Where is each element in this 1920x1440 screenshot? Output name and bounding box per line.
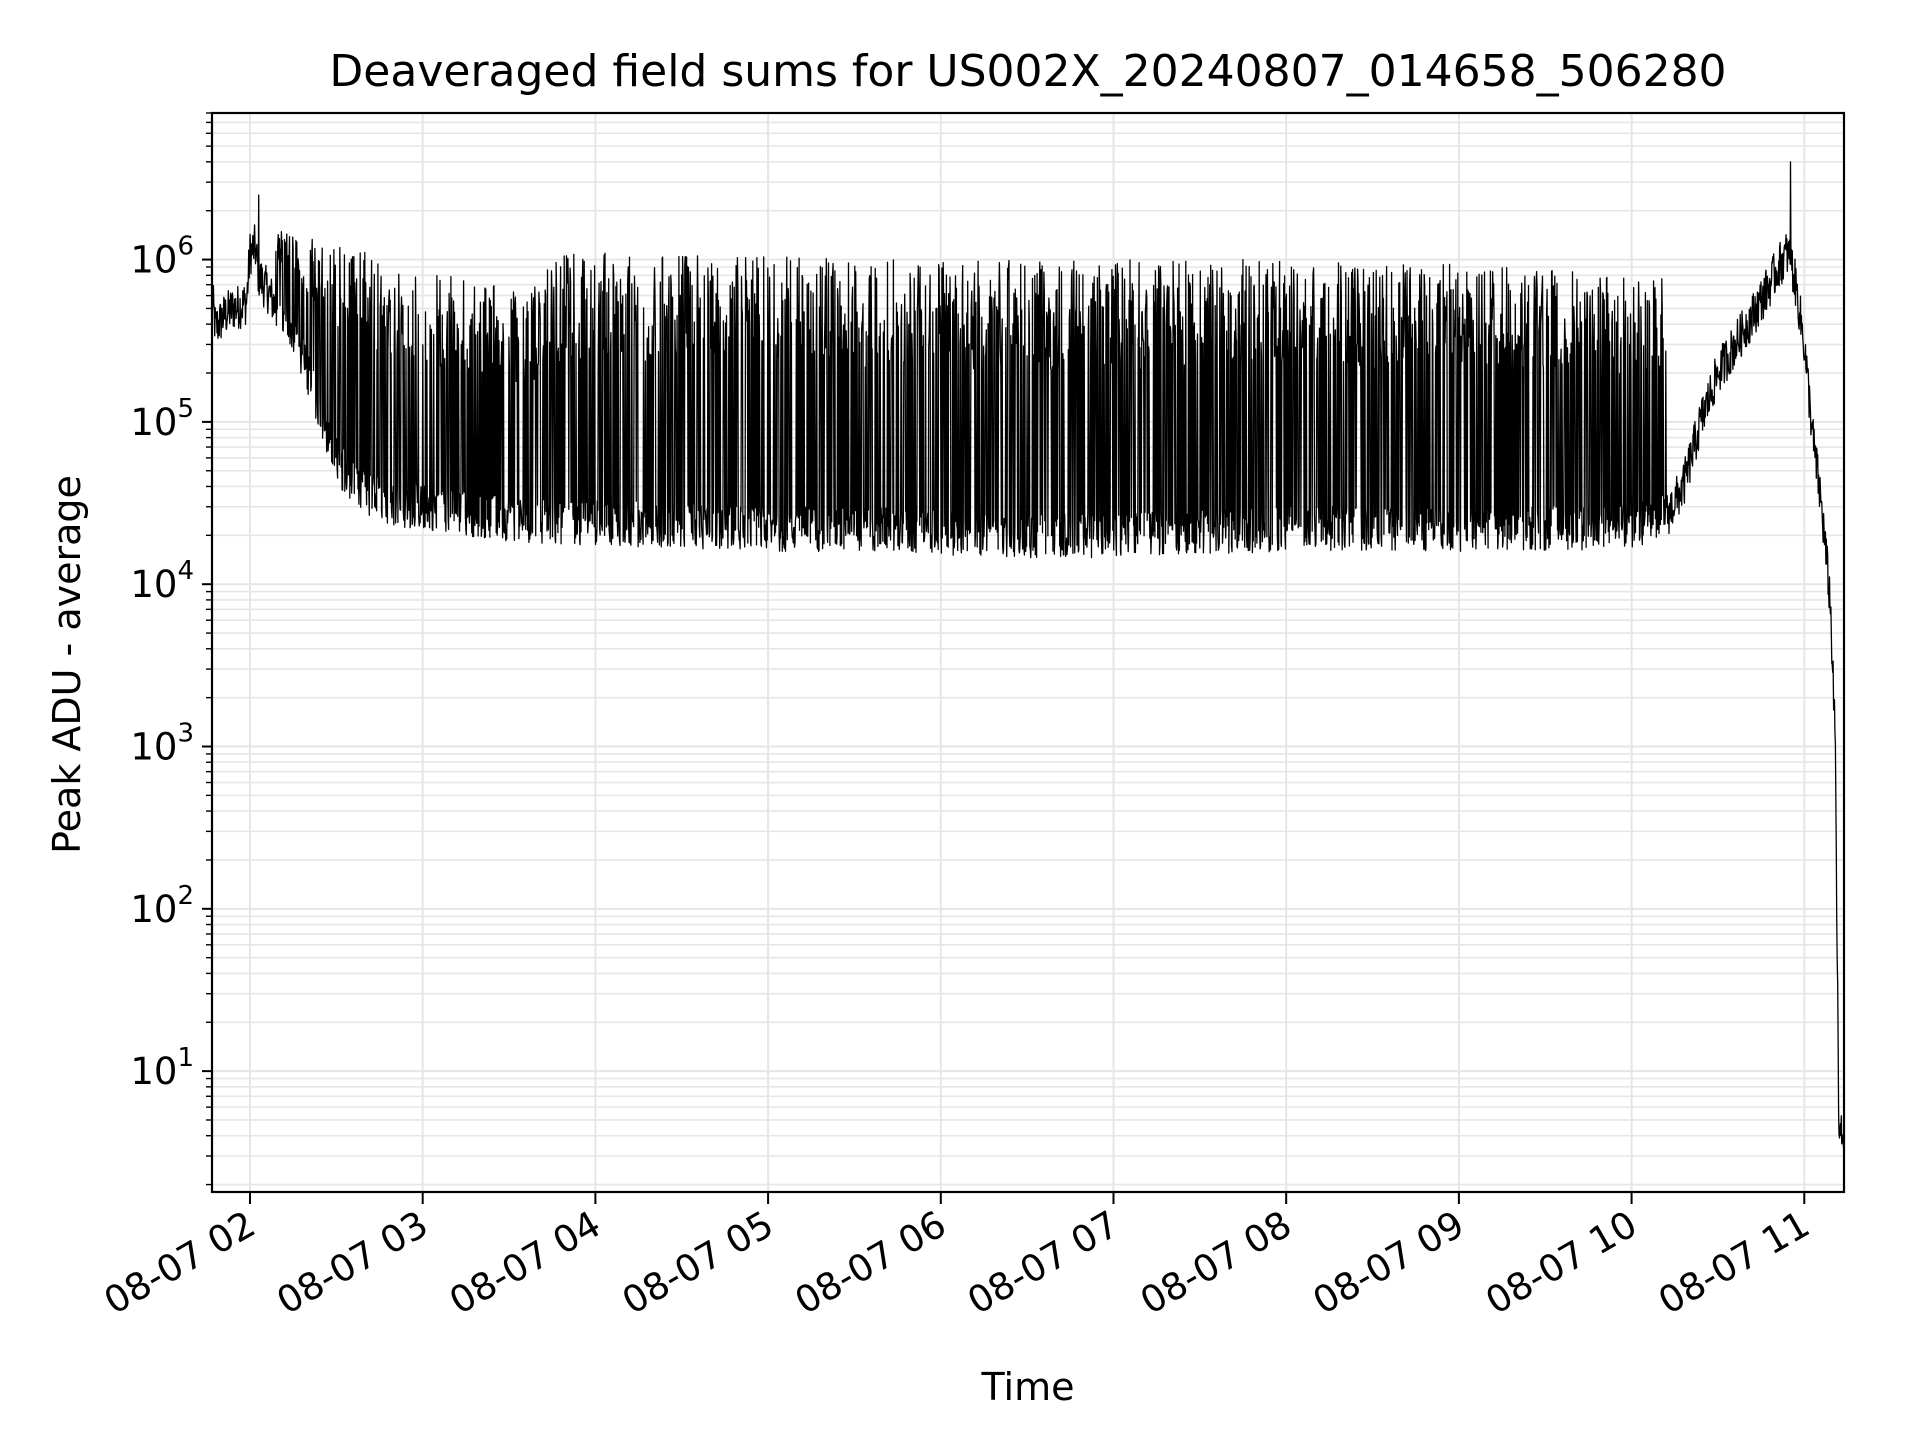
y-tick-label: 103 [130, 719, 194, 769]
y-tick-label: 102 [130, 881, 194, 931]
chart-title: Deaveraged field sums for US002X_2024080… [329, 46, 1726, 97]
series-line [211, 161, 1845, 1149]
grid-major [212, 113, 1844, 1192]
y-axis-ticks: 101 102 103 104 105 106 [130, 112, 212, 1186]
x-axis-label: Time [981, 1365, 1075, 1409]
y-axis-label: Peak ADU - average [45, 475, 89, 854]
plot-area [211, 161, 1845, 1149]
axes-frame [210, 111, 1846, 1194]
y-tick-label: 106 [130, 232, 194, 282]
y-tick-label: 101 [130, 1043, 194, 1093]
y-tick-label: 104 [130, 556, 194, 606]
y-tick-label: 105 [130, 394, 194, 444]
